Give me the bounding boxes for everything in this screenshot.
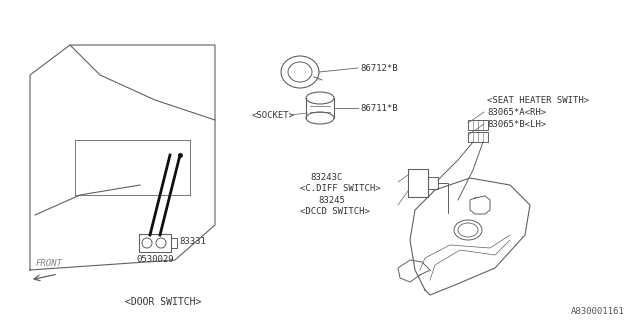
Text: FRONT: FRONT xyxy=(36,260,63,268)
Text: 0530029: 0530029 xyxy=(136,254,174,263)
Text: <SEAT HEATER SWITH>: <SEAT HEATER SWITH> xyxy=(487,95,589,105)
Ellipse shape xyxy=(454,220,482,240)
Text: 83245: 83245 xyxy=(318,196,345,204)
Circle shape xyxy=(156,238,166,248)
Text: <DCCD SWITCH>: <DCCD SWITCH> xyxy=(300,206,370,215)
Ellipse shape xyxy=(458,223,478,237)
Text: 86711*B: 86711*B xyxy=(360,103,397,113)
Bar xyxy=(468,120,488,130)
Text: 83243C: 83243C xyxy=(310,172,342,181)
Text: 83065*A<RH>: 83065*A<RH> xyxy=(487,108,546,116)
Text: 86712*B: 86712*B xyxy=(360,63,397,73)
Text: A830001161: A830001161 xyxy=(572,308,625,316)
Ellipse shape xyxy=(281,56,319,88)
Ellipse shape xyxy=(306,92,334,104)
Text: 83065*B<LH>: 83065*B<LH> xyxy=(487,119,546,129)
Ellipse shape xyxy=(288,62,312,82)
Text: <SOCKET>: <SOCKET> xyxy=(252,110,295,119)
Circle shape xyxy=(142,238,152,248)
Text: <DOOR SWITCH>: <DOOR SWITCH> xyxy=(125,297,201,307)
Bar xyxy=(139,234,171,252)
Text: 83331: 83331 xyxy=(179,236,206,245)
Bar xyxy=(468,132,488,142)
Text: <C.DIFF SWITCH>: <C.DIFF SWITCH> xyxy=(300,183,381,193)
Ellipse shape xyxy=(306,112,334,124)
